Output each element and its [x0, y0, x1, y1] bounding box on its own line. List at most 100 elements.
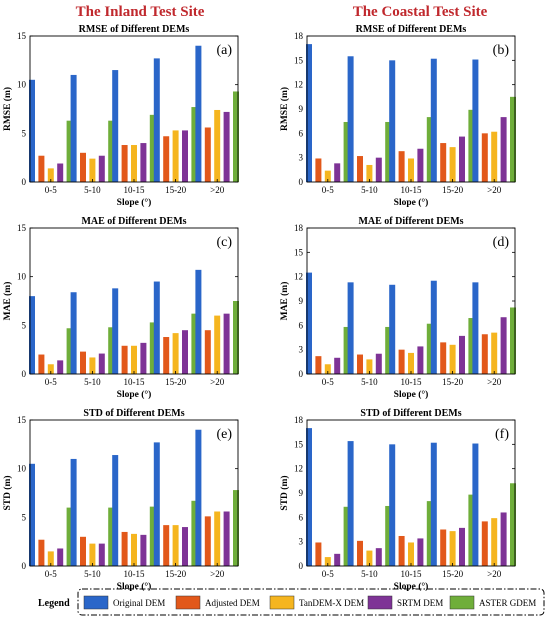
y-tick-label: 3	[299, 345, 304, 355]
bar-adjusted-dem	[163, 337, 170, 374]
bar-original-dem	[472, 282, 479, 374]
bar-adjusted-dem	[481, 334, 488, 374]
x-tick-label: 5-10	[361, 185, 378, 195]
x-tick-label: 15-20	[165, 185, 186, 195]
bar-adjusted-dem	[204, 516, 211, 566]
chart-title: RMSE of Different DEMs	[79, 24, 190, 35]
bar-srtm-dem	[57, 548, 64, 566]
x-tick-label: 10-15	[401, 185, 422, 195]
bar-tandem-x-dem	[408, 542, 414, 566]
chart-c: MAE of Different DEMs 0 5 10 15 0-5 5-10 10-15 1…	[2, 216, 239, 400]
plot-frame	[29, 227, 239, 375]
x-tick-label: 5-10	[84, 377, 101, 387]
x-axis-label: Slope (°)	[394, 581, 429, 592]
y-tick-label: 3	[299, 153, 304, 163]
legend-title: Legend	[38, 598, 70, 609]
bar-original-dem	[347, 56, 354, 182]
bar-original-dem	[472, 59, 479, 183]
bar-tandem-x-dem	[408, 352, 414, 374]
bar-aster-gdem	[233, 91, 239, 182]
x-tick-label: 10-15	[401, 569, 422, 579]
y-tick-label: 15	[294, 247, 304, 257]
bar-srtm-dem	[375, 353, 382, 374]
y-axis-label: RMSE (m)	[279, 87, 290, 131]
y-tick-label: 15	[17, 223, 27, 233]
bar-aster-gdem	[510, 307, 516, 374]
y-tick-label: 5	[22, 512, 27, 522]
legend-swatch-tandem-x-dem	[269, 595, 295, 610]
bar-original-dem	[153, 281, 160, 374]
bar-aster-gdem	[468, 494, 475, 566]
y-tick-label: 15	[17, 415, 27, 425]
bar-aster-gdem	[191, 500, 198, 566]
legend-label-srtm-dem: SRTM DEM	[397, 598, 443, 608]
bar-original-dem	[70, 74, 77, 182]
bar-adjusted-dem	[38, 539, 45, 566]
y-tick-label: 15	[17, 31, 27, 41]
y-tick-label: 0	[299, 561, 304, 571]
y-axis-label: STD (m)	[279, 475, 290, 510]
legend-swatch-srtm-dem	[367, 595, 393, 610]
bar-aster-gdem	[343, 506, 350, 566]
x-axis-label: Slope (°)	[394, 197, 429, 208]
y-tick-label: 10	[17, 464, 27, 474]
bar-aster-gdem	[149, 114, 156, 182]
bar-original-dem	[306, 428, 312, 566]
x-axis-label: Slope (°)	[117, 581, 152, 592]
bar-original-dem	[389, 444, 396, 566]
bar-srtm-dem	[223, 313, 230, 374]
plot-frame	[306, 419, 516, 567]
bar-tandem-x-dem	[366, 359, 373, 374]
bar-tandem-x-dem	[324, 170, 331, 182]
bar-tandem-x-dem	[214, 109, 221, 182]
bar-adjusted-dem	[440, 529, 447, 566]
bar-adjusted-dem	[163, 136, 170, 182]
chart-grid: RMSE of Different DEMs 0 5 10 15 0-5 5-10 10-15…	[2, 24, 516, 592]
bar-aster-gdem	[149, 322, 156, 374]
y-tick-label: 12	[294, 464, 303, 474]
bar-tandem-x-dem	[131, 345, 137, 374]
bar-adjusted-dem	[80, 536, 86, 566]
y-tick-label: 18	[294, 31, 304, 41]
x-axis-label: Slope (°)	[117, 389, 152, 400]
bar-srtm-dem	[182, 130, 188, 182]
bar-adjusted-dem	[357, 540, 363, 566]
y-tick-label: 15	[294, 55, 304, 65]
x-tick-label: 0-5	[45, 185, 57, 195]
bar-srtm-dem	[182, 527, 188, 566]
y-axis-label: MAE (m)	[279, 282, 290, 321]
x-tick-label: 0-5	[45, 569, 57, 579]
bar-original-dem	[472, 443, 479, 566]
y-tick-label: 6	[299, 512, 304, 522]
bar-original-dem	[153, 442, 160, 566]
bar-srtm-dem	[140, 143, 147, 182]
plot-frame	[306, 35, 516, 183]
y-tick-label: 9	[299, 104, 304, 114]
bar-original-dem	[29, 79, 35, 182]
bar-srtm-dem	[500, 117, 507, 182]
bar-tandem-x-dem	[214, 315, 221, 374]
y-tick-label: 5	[22, 320, 27, 330]
y-tick-label: 0	[22, 561, 27, 571]
bar-aster-gdem	[426, 501, 433, 566]
legend-swatch-aster-gdem	[449, 595, 475, 610]
bar-original-dem	[430, 442, 437, 566]
bar-original-dem	[306, 272, 312, 374]
x-tick-label: 15-20	[442, 377, 463, 387]
y-tick-label: 0	[299, 177, 304, 187]
bar-adjusted-dem	[357, 354, 363, 374]
bar-original-dem	[430, 58, 437, 182]
y-tick-label: 0	[22, 177, 27, 187]
y-axis-label: MAE (m)	[2, 282, 13, 321]
legend: Legend Original DEM Adjusted DEM TanDEM-X D…	[38, 588, 545, 616]
x-tick-label: 15-20	[165, 377, 186, 387]
bar-adjusted-dem	[357, 156, 363, 182]
chart-e: STD of Different DEMs 0 5 10 15 0-5 5-10 10-15 1…	[2, 408, 239, 592]
chart-title: RMSE of Different DEMs	[356, 24, 467, 35]
bar-aster-gdem	[233, 301, 239, 374]
y-tick-label: 18	[294, 415, 304, 425]
bar-aster-gdem	[66, 507, 73, 566]
x-tick-label: 5-10	[361, 569, 378, 579]
y-tick-label: 12	[294, 80, 303, 90]
bar-aster-gdem	[149, 506, 156, 566]
